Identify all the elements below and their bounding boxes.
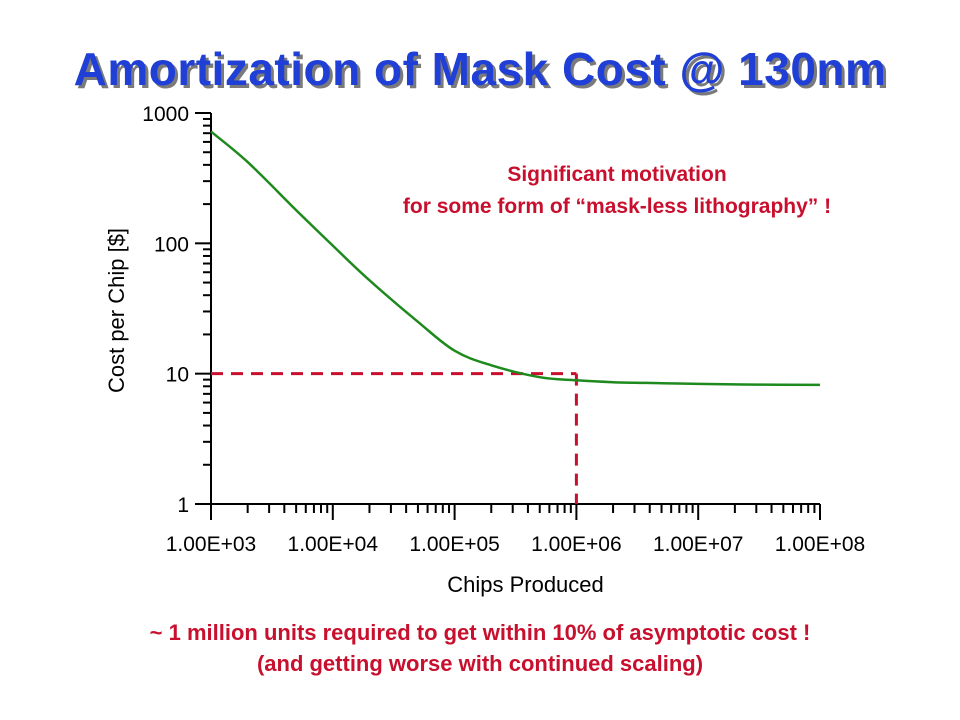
annotation-line: for some form of “mask-less lithography”… — [403, 195, 831, 218]
chart-axes — [210, 113, 820, 505]
x-tick-label: 1.00E+07 — [653, 533, 744, 556]
y-tick-label: 1 — [177, 494, 189, 517]
x-tick-label: 1.00E+08 — [775, 533, 866, 556]
cost-curve — [210, 130, 821, 387]
chart-labels: 1000 100 10 1 1.00E+03 1.00E+04 1.00E+05 1.00E+… — [104, 103, 865, 597]
x-tick-label: 1.00E+03 — [166, 533, 257, 556]
y-tick-label: 10 — [166, 364, 189, 387]
annotation-line: Significant motivation — [507, 163, 726, 186]
y-tick-label: 1000 — [142, 103, 189, 126]
chart-ticks — [195, 112, 821, 520]
page-title: Amortization of Mask Cost @ 130nm — [73, 43, 887, 95]
reference-lines — [211, 372, 578, 504]
x-tick-label: 1.00E+04 — [288, 533, 379, 556]
y-axis-title: Cost per Chip [$] — [104, 228, 129, 393]
chart-series — [210, 130, 821, 387]
x-axis-title: Chips Produced — [447, 572, 604, 597]
x-tick-label: 1.00E+06 — [531, 533, 622, 556]
footnote-scaling: (and getting worse with continued scalin… — [256, 651, 704, 676]
y-tick-label: 100 — [154, 233, 189, 256]
x-tick-label: 1.00E+05 — [409, 533, 500, 556]
footnote-million-units: ~ 1 million units required to get within… — [149, 620, 811, 645]
